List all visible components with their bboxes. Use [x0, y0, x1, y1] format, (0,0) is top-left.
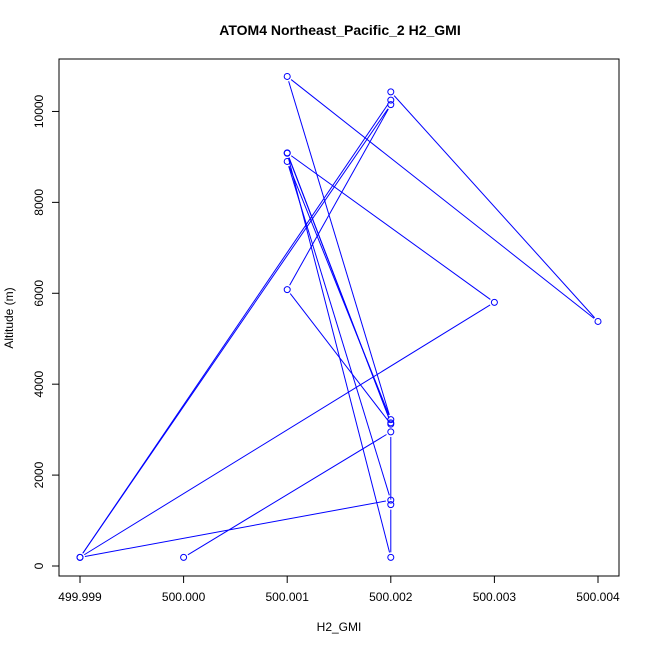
x-tick-label: 500.002	[369, 590, 413, 604]
y-tick-label: 10000	[32, 94, 46, 128]
series-points	[76, 72, 602, 561]
series-segment	[290, 155, 491, 300]
series-segment	[84, 500, 386, 557]
x-tick-label: 500.004	[576, 590, 620, 604]
series-segment	[393, 95, 596, 319]
y-tick-label: 4000	[32, 371, 46, 398]
chart-title: ATOM4 Northeast_Pacific_2 H2_GMI	[219, 22, 460, 38]
series-segment	[289, 293, 389, 421]
data-point	[387, 101, 395, 109]
data-point	[283, 286, 291, 294]
y-tick-label: 2000	[32, 461, 46, 488]
y-tick-label: 0	[32, 562, 46, 569]
x-tick-label: 500.001	[266, 590, 310, 604]
data-point	[283, 149, 291, 157]
x-axis: 499.999 500.000 500.001 500.002 500.003 500.0…	[58, 576, 620, 604]
y-tick-label: 6000	[32, 280, 46, 307]
series-lines	[82, 79, 596, 557]
series-segment	[82, 108, 389, 554]
data-point	[594, 317, 602, 325]
x-tick-label: 500.003	[473, 590, 517, 604]
data-point	[387, 416, 395, 424]
series-segment	[288, 166, 390, 496]
plot-frame	[58, 58, 620, 577]
data-point	[387, 420, 395, 428]
y-axis: 0 2000 4000 6000 8000 10000	[32, 94, 59, 569]
data-point	[76, 553, 84, 561]
data-point	[387, 553, 395, 561]
data-point	[387, 96, 395, 104]
series-segment	[83, 304, 491, 556]
y-tick-label: 8000	[32, 189, 46, 216]
data-point	[387, 496, 395, 504]
series-segment	[289, 108, 389, 286]
data-point	[283, 72, 291, 80]
series-segment	[288, 165, 390, 416]
data-point	[283, 157, 291, 165]
y-axis-label: Altitude (m)	[2, 287, 16, 348]
x-tick-label: 499.999	[58, 590, 102, 604]
x-tick-label: 500.000	[162, 590, 206, 604]
data-point	[387, 428, 395, 436]
series-segment	[290, 79, 595, 319]
data-point	[180, 553, 188, 561]
series-segment	[287, 157, 391, 553]
data-point	[490, 298, 498, 306]
data-point	[387, 501, 395, 509]
series-segment	[187, 434, 387, 556]
data-point	[387, 88, 395, 96]
x-axis-label: H2_GMI	[317, 620, 362, 634]
series-segment	[288, 81, 390, 415]
